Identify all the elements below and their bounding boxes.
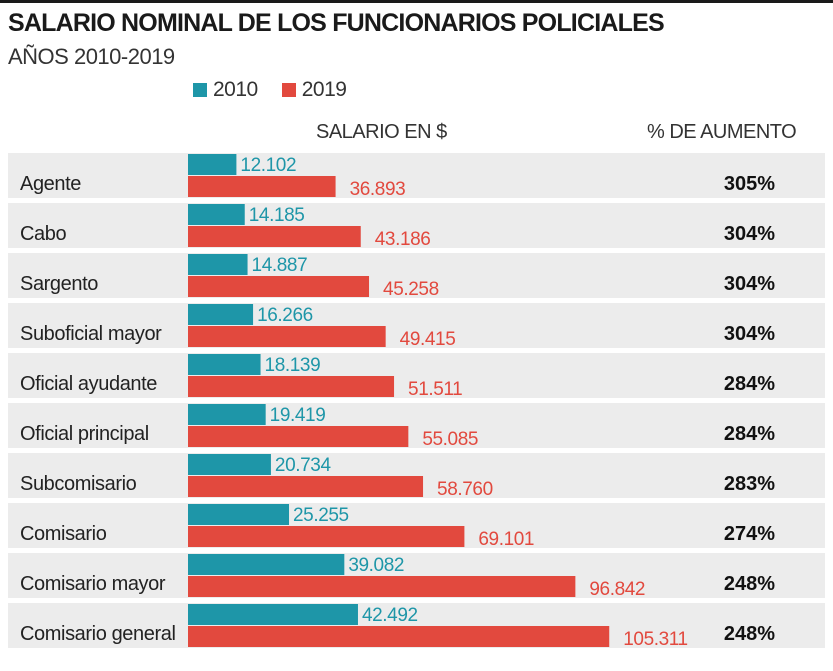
column-header-increase: % DE AUMENTO — [647, 121, 797, 143]
value-label-2010: 14.887 — [252, 255, 308, 276]
bar-2019 — [188, 526, 465, 547]
value-label-2019: 45.258 — [383, 279, 439, 300]
value-label-2010: 16.266 — [257, 305, 313, 326]
bar-2010 — [188, 154, 237, 175]
legend-label-2010: 2010 — [213, 78, 258, 101]
category-label: Comisario — [20, 523, 107, 545]
bar-2010 — [188, 254, 248, 275]
column-header-salary: SALARIO EN $ — [316, 121, 447, 143]
bar-2010 — [188, 504, 290, 525]
value-label-2010: 20.734 — [275, 455, 332, 476]
legend-swatch-2010 — [193, 83, 207, 97]
category-label: Suboficial mayor — [20, 323, 162, 345]
bar-2010 — [188, 204, 245, 225]
bar-2010 — [188, 354, 261, 375]
bar-2019 — [188, 276, 370, 297]
row-band — [8, 153, 825, 198]
value-label-2019: 43.186 — [375, 229, 431, 250]
top-rule — [0, 0, 833, 3]
row-band — [8, 203, 825, 248]
row-band — [8, 253, 825, 298]
category-label: Subcomisario — [20, 473, 137, 495]
value-label-2019: 55.085 — [422, 429, 478, 450]
category-label: Agente — [20, 173, 81, 195]
value-label-2010: 12.102 — [240, 155, 296, 176]
bar-2019 — [188, 576, 576, 597]
increase-percent: 304% — [724, 223, 775, 245]
increase-percent: 304% — [724, 273, 775, 295]
legend: 2010 2019 — [193, 78, 347, 102]
chart-subtitle: AÑOS 2010-2019 — [8, 44, 175, 69]
value-label-2019: 36.893 — [350, 179, 406, 200]
increase-percent: 304% — [724, 323, 775, 345]
category-label: Oficial principal — [20, 423, 149, 445]
legend-item-2019: 2019 — [281, 78, 347, 102]
value-label-2010: 42.492 — [362, 605, 418, 626]
increase-percent: 283% — [724, 473, 775, 495]
increase-percent: 248% — [724, 573, 775, 595]
category-label: Cabo — [20, 223, 66, 245]
value-label-2019: 51.511 — [408, 379, 462, 400]
increase-percent: 305% — [724, 173, 775, 195]
bar-2010 — [188, 304, 254, 325]
chart-title: SALARIO NOMINAL DE LOS FUNCIONARIOS POLI… — [8, 9, 665, 37]
value-label-2010: 19.419 — [270, 405, 326, 426]
bar-2010 — [188, 604, 358, 625]
bar-2010 — [188, 404, 266, 425]
value-label-2019: 49.415 — [400, 329, 456, 350]
bar-2019 — [188, 476, 424, 497]
category-label: Comisario mayor — [20, 573, 166, 595]
bar-2019 — [188, 326, 386, 347]
value-label-2019: 96.842 — [589, 579, 645, 600]
bar-2010 — [188, 454, 271, 475]
legend-label-2019: 2019 — [301, 78, 347, 101]
row-band — [8, 303, 825, 348]
row-band — [8, 403, 825, 448]
bar-2019 — [188, 376, 395, 397]
category-label: Sargento — [20, 273, 98, 295]
value-label-2019: 58.760 — [437, 479, 493, 500]
value-label-2010: 14.185 — [249, 205, 305, 226]
legend-item-2010: 2010 — [193, 78, 258, 102]
category-label: Oficial ayudante — [20, 373, 157, 395]
bar-2010 — [188, 554, 345, 575]
bar-2019 — [188, 226, 361, 247]
increase-percent: 274% — [724, 523, 775, 545]
value-label-2019: 69.101 — [478, 529, 534, 550]
bar-2019 — [188, 176, 336, 197]
value-label-2010: 18.139 — [265, 355, 321, 376]
increase-percent: 248% — [724, 623, 775, 645]
row-band — [8, 353, 825, 398]
value-label-2010: 39.082 — [348, 555, 404, 576]
value-label-2010: 25.255 — [293, 505, 349, 526]
increase-percent: 284% — [724, 373, 775, 395]
bar-2019 — [188, 426, 409, 447]
category-label: Comisario general — [20, 623, 176, 645]
legend-swatch-2019 — [281, 83, 296, 97]
value-label-2019: 105.311 — [623, 629, 687, 650]
bar-2019 — [188, 626, 610, 647]
increase-percent: 284% — [724, 423, 775, 445]
